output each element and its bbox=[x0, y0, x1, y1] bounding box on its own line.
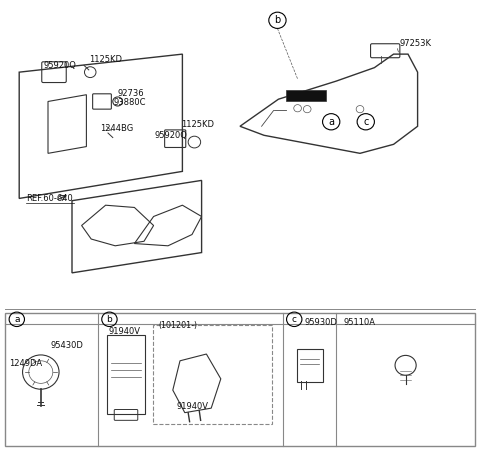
Text: (101201-): (101201-) bbox=[158, 321, 198, 330]
Bar bbox=[5, 313, 475, 446]
Text: 92736: 92736 bbox=[118, 89, 144, 98]
Text: 1249DA: 1249DA bbox=[9, 359, 42, 368]
Text: c: c bbox=[292, 315, 297, 324]
Text: a: a bbox=[328, 117, 334, 127]
Text: 1125KD: 1125KD bbox=[181, 120, 215, 129]
Text: b: b bbox=[107, 315, 112, 324]
Text: a: a bbox=[14, 315, 20, 324]
Bar bbox=[286, 90, 326, 101]
Text: 95920Q: 95920Q bbox=[43, 61, 76, 70]
Text: 91940V: 91940V bbox=[177, 402, 209, 411]
Text: 91940V: 91940V bbox=[109, 327, 141, 336]
Text: b: b bbox=[274, 15, 281, 25]
Text: c: c bbox=[363, 117, 369, 127]
Text: 93880C: 93880C bbox=[114, 98, 146, 107]
Text: 95930D: 95930D bbox=[305, 318, 337, 327]
Text: 95430D: 95430D bbox=[50, 341, 83, 350]
Text: 95920Q: 95920Q bbox=[155, 131, 187, 140]
Text: 1125KD: 1125KD bbox=[89, 55, 122, 64]
Text: 1244BG: 1244BG bbox=[100, 124, 133, 133]
Text: 95110A: 95110A bbox=[343, 318, 375, 327]
Text: REF.60-640: REF.60-640 bbox=[26, 194, 73, 203]
Text: 97253K: 97253K bbox=[399, 39, 432, 48]
